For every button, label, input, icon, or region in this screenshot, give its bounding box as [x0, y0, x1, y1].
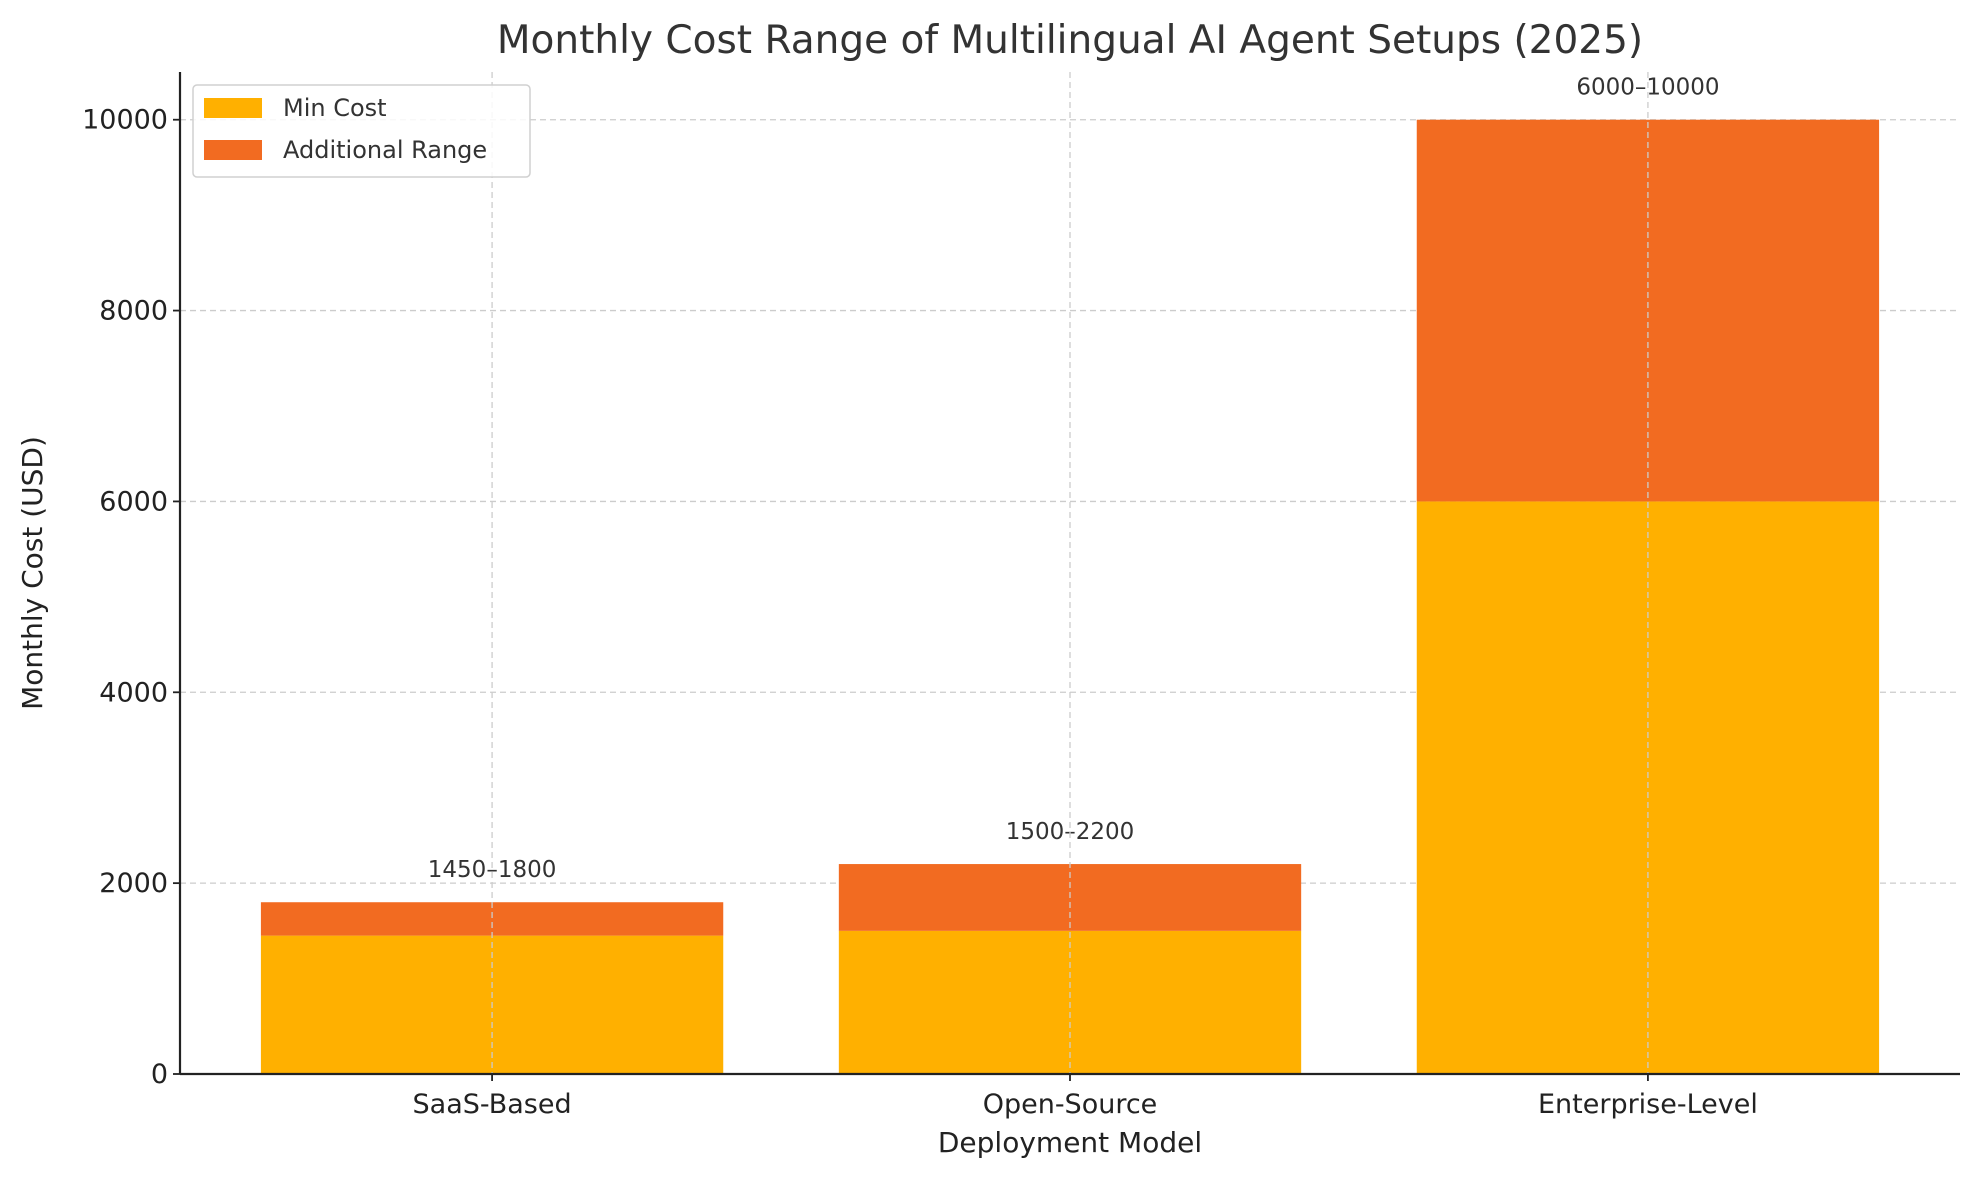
legend-label-min-cost: Min Cost — [283, 94, 387, 122]
y-axis-label: Monthly Cost (USD) — [16, 436, 49, 710]
x-tick-label: Enterprise-Level — [1538, 1089, 1758, 1120]
y-tick-label: 0 — [151, 1059, 168, 1090]
y-tick-label: 4000 — [99, 677, 168, 708]
y-tick-label: 10000 — [82, 105, 168, 136]
legend-swatch-min-cost — [204, 98, 262, 118]
legend: Min Cost Additional Range — [192, 84, 531, 178]
y-tick-label: 2000 — [99, 868, 168, 899]
legend-frame — [192, 84, 531, 178]
axes: 0 2000 4000 6000 8000 10000 SaaS-Based Open-Sou… — [82, 72, 1960, 1120]
x-axis-label: Deployment Model — [938, 1126, 1202, 1159]
x-tick-label: SaaS-Based — [413, 1089, 572, 1120]
legend-label-additional-range: Additional Range — [283, 136, 487, 164]
legend-swatch-additional-range — [204, 140, 262, 160]
y-tick-label: 8000 — [99, 296, 168, 327]
bar-value-label: 1450–1800 — [428, 857, 557, 883]
chart-title: Monthly Cost Range of Multilingual AI Ag… — [497, 18, 1643, 63]
y-tick-label: 6000 — [99, 486, 168, 517]
x-tick-label: Open-Source — [983, 1089, 1158, 1120]
